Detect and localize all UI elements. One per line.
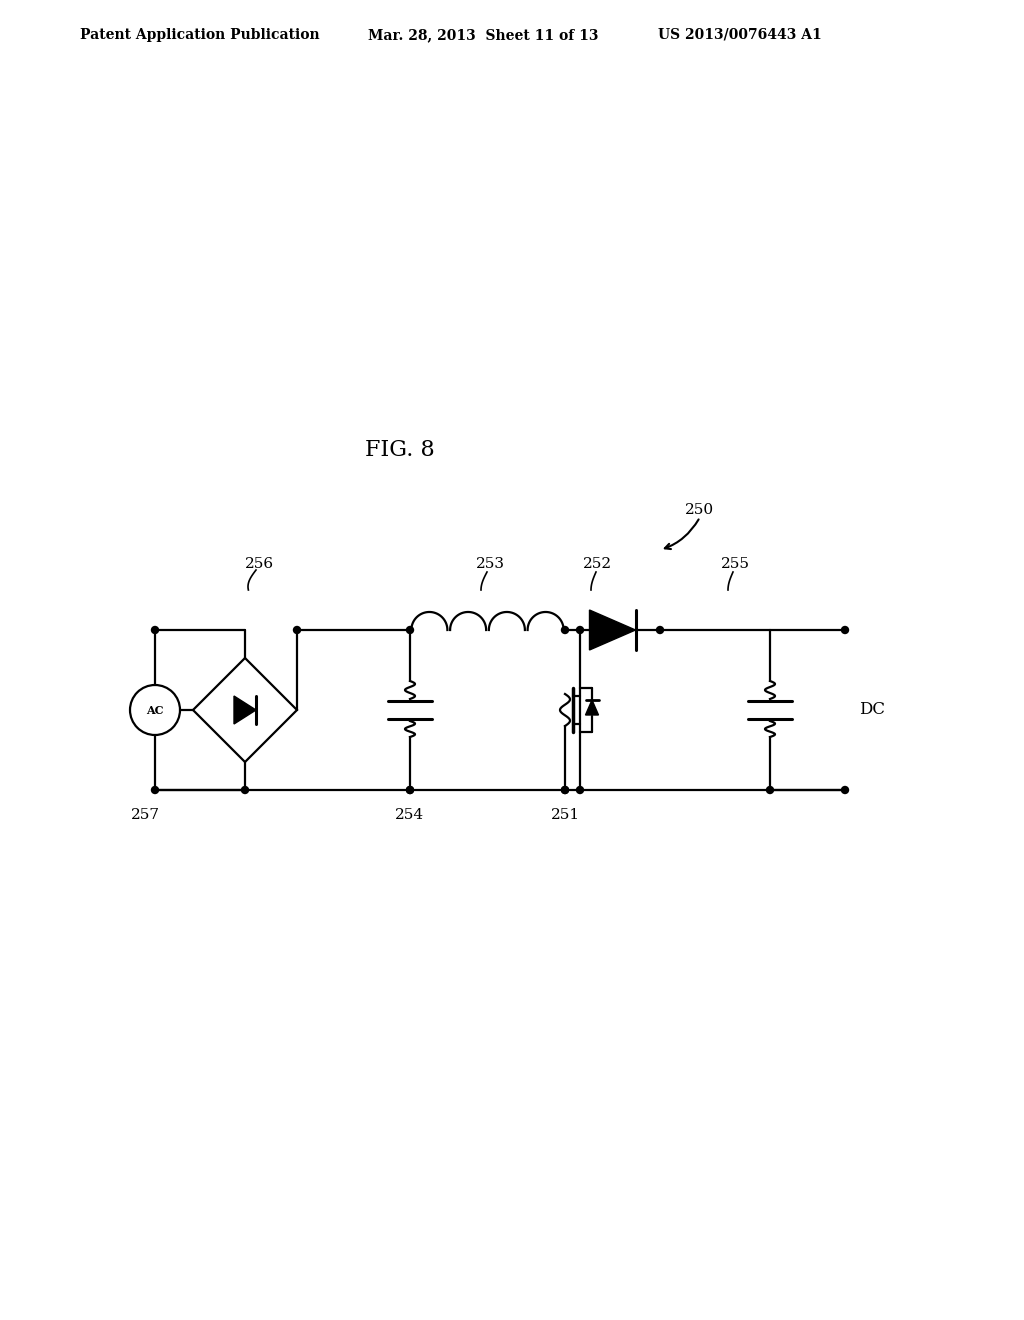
Circle shape bbox=[407, 787, 414, 793]
Text: 256: 256 bbox=[246, 557, 274, 572]
Text: 253: 253 bbox=[475, 557, 505, 572]
Circle shape bbox=[152, 627, 159, 634]
Circle shape bbox=[152, 787, 159, 793]
Text: AC: AC bbox=[146, 705, 164, 715]
Text: 251: 251 bbox=[551, 808, 580, 822]
Polygon shape bbox=[586, 700, 598, 715]
Polygon shape bbox=[234, 696, 256, 723]
Circle shape bbox=[767, 787, 773, 793]
Circle shape bbox=[842, 627, 849, 634]
Polygon shape bbox=[590, 610, 636, 649]
Circle shape bbox=[577, 627, 584, 634]
Circle shape bbox=[242, 787, 249, 793]
Text: 254: 254 bbox=[395, 808, 425, 822]
Text: Patent Application Publication: Patent Application Publication bbox=[80, 28, 319, 42]
Circle shape bbox=[407, 627, 414, 634]
Circle shape bbox=[561, 627, 568, 634]
Circle shape bbox=[842, 787, 849, 793]
Text: Mar. 28, 2013  Sheet 11 of 13: Mar. 28, 2013 Sheet 11 of 13 bbox=[368, 28, 598, 42]
Circle shape bbox=[656, 627, 664, 634]
Text: 250: 250 bbox=[685, 503, 715, 517]
Circle shape bbox=[294, 627, 300, 634]
Text: 255: 255 bbox=[721, 557, 750, 572]
Circle shape bbox=[561, 787, 568, 793]
Text: FIG. 8: FIG. 8 bbox=[366, 440, 435, 461]
Circle shape bbox=[577, 787, 584, 793]
Circle shape bbox=[561, 787, 568, 793]
Text: DC: DC bbox=[859, 701, 885, 718]
Text: 257: 257 bbox=[130, 808, 160, 822]
Text: 252: 252 bbox=[584, 557, 612, 572]
Circle shape bbox=[407, 787, 414, 793]
Text: US 2013/0076443 A1: US 2013/0076443 A1 bbox=[658, 28, 821, 42]
